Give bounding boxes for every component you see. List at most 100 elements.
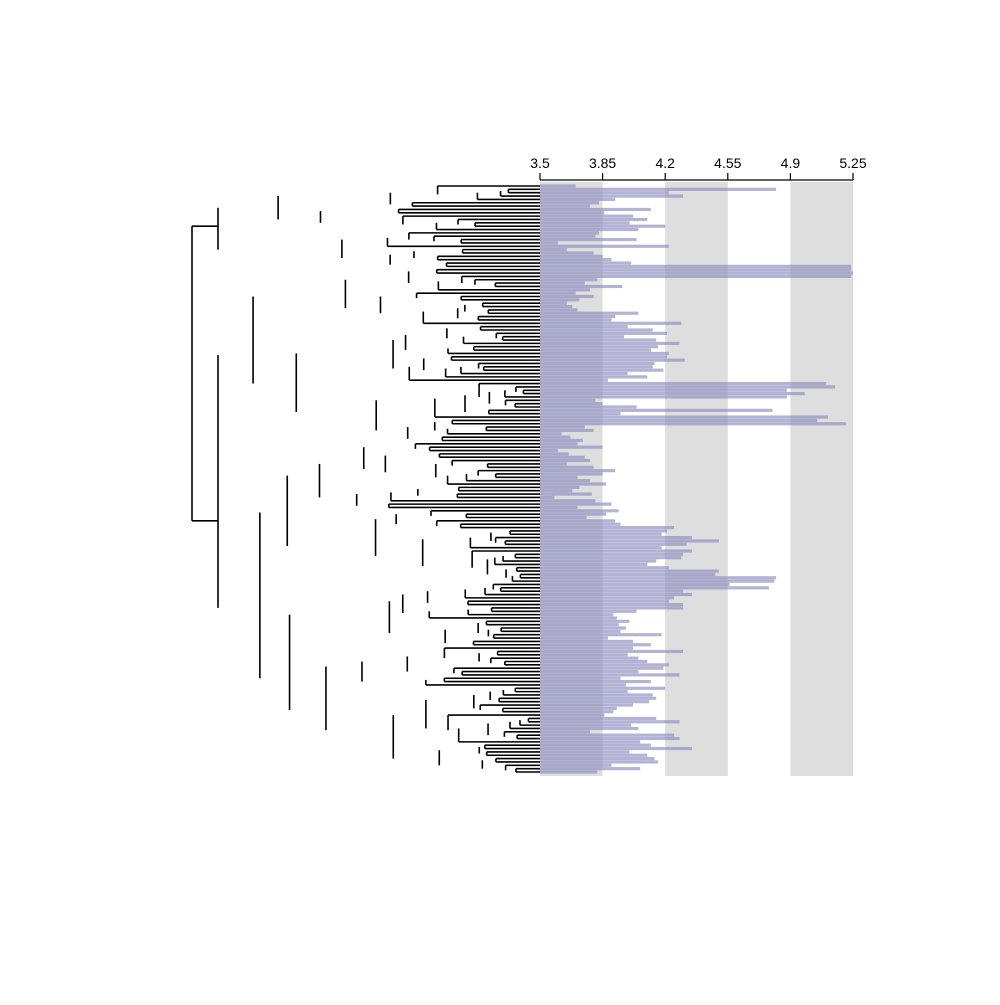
trait-bar <box>540 733 675 737</box>
trait-bar <box>540 432 562 436</box>
trait-bar <box>540 626 626 630</box>
trait-bar <box>540 204 591 208</box>
x-tick-label: 4.2 <box>655 155 675 171</box>
trait-bar <box>540 187 777 191</box>
trait-bar <box>540 639 634 643</box>
trait-bar <box>540 619 630 623</box>
trait-bar <box>540 378 608 382</box>
trait-bar <box>540 311 639 315</box>
trait-bar <box>540 703 634 707</box>
trait-bar <box>540 365 653 369</box>
trait-bar <box>540 271 853 275</box>
trait-bar <box>540 525 675 530</box>
trait-bar <box>540 331 667 335</box>
trait-bar <box>540 572 716 577</box>
trait-bar <box>540 224 666 228</box>
trait-bar <box>540 767 641 771</box>
trait-bar <box>540 700 650 704</box>
trait-bar <box>540 465 594 469</box>
trait-bar <box>540 489 573 493</box>
trait-bar <box>540 308 578 312</box>
trait-bar <box>540 750 630 754</box>
trait-bar <box>540 666 664 670</box>
trait-bar <box>540 227 639 232</box>
trait-bar <box>540 284 623 289</box>
trait-bar <box>540 408 773 412</box>
trait-bar <box>540 505 578 510</box>
trait-bar <box>540 201 600 205</box>
trait-bar <box>540 716 657 721</box>
trait-bar <box>540 529 667 533</box>
trait-bar <box>540 325 628 329</box>
trait-bar <box>540 495 555 500</box>
trait-bar <box>540 549 693 553</box>
trait-bar <box>540 686 666 690</box>
trait-bar <box>540 613 614 617</box>
trait-bar <box>540 368 664 372</box>
trait-bar <box>540 452 569 456</box>
trait-bar <box>540 221 630 225</box>
trait-bar <box>540 422 846 426</box>
trait-bar <box>540 542 687 546</box>
trait-bar <box>540 371 628 376</box>
trait-bar <box>540 415 828 419</box>
trait-bar <box>540 479 591 483</box>
trait-bar <box>540 428 594 433</box>
trait-bar <box>540 566 669 570</box>
trait-bar <box>540 475 578 479</box>
trait-bar <box>540 244 669 248</box>
trait-bar <box>540 361 655 366</box>
trait-bar <box>540 596 675 600</box>
trait-bar <box>540 438 583 443</box>
trait-bar <box>540 207 651 212</box>
trait-bar <box>540 743 651 747</box>
trait-bar <box>540 492 592 496</box>
x-axis: 3.5 3.85 4.2 4.55 4.9 5.25 <box>530 155 867 181</box>
trait-bar <box>540 458 591 463</box>
trait-bar <box>540 398 596 402</box>
trait-bar <box>540 669 639 674</box>
trait-bar <box>540 746 693 751</box>
trait-bar <box>540 546 662 550</box>
trait-bar <box>540 522 621 526</box>
trait-bar <box>540 388 787 392</box>
trait-bar <box>540 261 632 265</box>
trait-bar <box>540 519 616 523</box>
trait-bar <box>540 763 612 767</box>
trait-bar <box>540 723 632 727</box>
trait-bar <box>540 197 616 201</box>
trait-bar <box>540 191 669 195</box>
trait-bar <box>540 589 684 593</box>
trait-bar <box>540 358 685 362</box>
trait-bar <box>540 512 607 516</box>
trait-bar <box>540 659 648 664</box>
trait-bar <box>540 683 626 687</box>
trait-bar <box>540 425 585 429</box>
trait-bar <box>540 509 619 513</box>
trait-bar <box>540 740 641 744</box>
trait-bar <box>540 713 605 717</box>
trait-bar <box>540 301 567 305</box>
trait-bar <box>540 448 558 453</box>
trait-bar <box>540 268 852 272</box>
trait-bar <box>540 251 594 255</box>
trait-bar <box>540 288 591 292</box>
trait-bar <box>540 649 684 654</box>
trait-bar <box>540 693 653 697</box>
trait-bar <box>540 442 578 446</box>
trait-bar <box>540 579 775 583</box>
trait-bar <box>540 412 621 416</box>
trait-bar <box>540 720 680 724</box>
trait-bar <box>540 653 628 657</box>
trait-bar <box>540 294 594 299</box>
trait-bar <box>540 730 591 734</box>
trait-bar <box>540 482 607 486</box>
trait-bar <box>540 576 777 580</box>
trait-bar <box>540 395 787 399</box>
trait-bar <box>540 556 682 560</box>
trait-bar <box>540 536 693 540</box>
trait-bars <box>540 184 853 774</box>
trait-bar <box>540 418 818 422</box>
trait-bar <box>540 435 571 439</box>
